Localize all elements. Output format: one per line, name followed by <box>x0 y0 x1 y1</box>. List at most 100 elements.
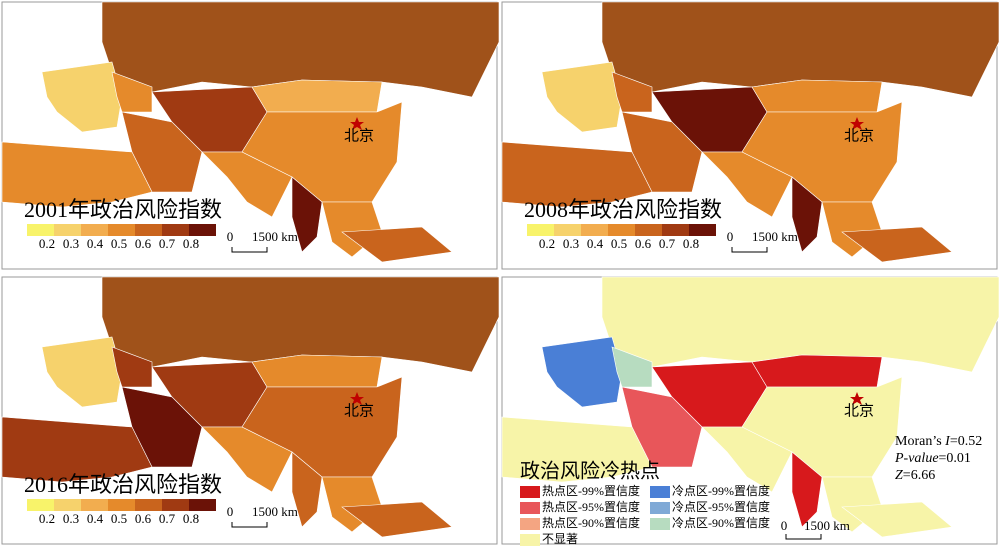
scale-bar <box>231 522 268 528</box>
scale-zero: 0 <box>227 504 234 519</box>
country <box>841 501 953 538</box>
country <box>541 61 623 133</box>
legend-tick-label: 0.6 <box>635 236 652 251</box>
legend-tick-label: 0.3 <box>63 511 79 526</box>
legend-swatch <box>27 224 54 236</box>
stat-value: =0.01 <box>939 451 971 466</box>
legend-swatch <box>135 499 162 511</box>
stat-symbol: I <box>944 434 951 449</box>
legend-swatch <box>650 486 670 498</box>
legend-swatch <box>81 499 108 511</box>
legend-tick-label: 0.3 <box>563 236 579 251</box>
legend-tick-label: 0.8 <box>683 236 699 251</box>
country <box>41 61 123 133</box>
country <box>501 141 653 208</box>
country <box>701 426 793 493</box>
legend-swatch <box>650 518 670 530</box>
legend-swatch <box>650 502 670 514</box>
legend-swatch <box>608 224 635 236</box>
legend-swatch <box>81 224 108 236</box>
legend-swatch <box>108 224 135 236</box>
legend-label: 热点区-99%置信度 <box>542 483 640 498</box>
country <box>751 354 883 388</box>
legend-swatch <box>162 224 189 236</box>
country <box>291 176 323 253</box>
map-panel: 北京 2001年政治风险指数 0.2 0.3 0.4 0.5 0.6 0.7 0.8 0 1500 … <box>1 1 500 270</box>
legend-swatch <box>527 224 554 236</box>
legend-label: 冷点区-90%置信度 <box>672 515 770 530</box>
country <box>1 416 153 483</box>
country <box>701 151 793 218</box>
legend-tick-label: 0.4 <box>87 511 104 526</box>
legend-label: 热点区-95%置信度 <box>542 499 640 514</box>
legend-tick-label: 0.7 <box>659 236 676 251</box>
country <box>1 141 153 208</box>
legend-tick-label: 0.2 <box>39 236 55 251</box>
panel-title: 政治风险冷热点 <box>520 460 660 483</box>
legend-swatch <box>520 534 540 546</box>
country <box>251 354 383 388</box>
legend-tick-label: 0.6 <box>135 236 152 251</box>
legend-label: 热点区-90%置信度 <box>542 515 640 530</box>
scale-length: 1500 km <box>752 229 798 244</box>
country <box>841 226 953 263</box>
beijing-star <box>350 117 364 130</box>
map-panel: 北京 2016年政治风险指数 0.2 0.3 0.4 0.5 0.6 0.7 0.8 0 1500 … <box>1 276 500 545</box>
legend-tick-label: 0.5 <box>111 511 127 526</box>
scale-length: 1500 km <box>804 518 850 533</box>
legend-tick-label: 0.6 <box>135 511 152 526</box>
stat-value: =6.66 <box>903 468 935 483</box>
legend-swatch <box>635 224 662 236</box>
panel-title: 2001年政治风险指数 <box>24 197 222 222</box>
legend-label: 冷点区-99%置信度 <box>672 483 770 498</box>
beijing-star <box>350 392 364 405</box>
legend-swatch <box>520 518 540 530</box>
legend-swatch <box>662 224 689 236</box>
legend-swatch <box>189 499 216 511</box>
scale-zero: 0 <box>227 229 234 244</box>
country <box>791 176 823 253</box>
country <box>111 346 153 388</box>
legend-tick-label: 0.5 <box>111 236 127 251</box>
country <box>111 71 153 113</box>
country <box>251 79 383 113</box>
country <box>611 346 653 388</box>
legend-swatch <box>135 224 162 236</box>
city-label: 北京 <box>844 127 874 144</box>
legend-tick-label: 0.5 <box>611 236 627 251</box>
scale-zero: 0 <box>781 518 788 533</box>
country <box>791 451 823 528</box>
country <box>291 451 323 528</box>
legend-swatch <box>54 224 81 236</box>
statistic: Z=6.66 <box>895 468 935 483</box>
stat-symbol: Z <box>895 468 903 483</box>
scale-bar <box>785 534 822 540</box>
country <box>751 79 883 113</box>
beijing-star <box>850 117 864 130</box>
legend-tick-label: 0.4 <box>587 236 604 251</box>
scale-length: 1500 km <box>252 504 298 519</box>
city-label: 北京 <box>344 402 374 419</box>
country <box>341 501 453 538</box>
legend-swatch <box>520 486 540 498</box>
legend-swatch <box>689 224 716 236</box>
scale-bar <box>231 247 268 253</box>
beijing-star <box>850 392 864 405</box>
country <box>201 426 293 493</box>
legend-swatch <box>520 502 540 514</box>
legend-tick-label: 0.8 <box>183 511 199 526</box>
map-panel: 北京 2008年政治风险指数 0.2 0.3 0.4 0.5 0.6 0.7 0.8 0 1500 … <box>501 1 1000 270</box>
legend-tick-label: 0.7 <box>159 511 176 526</box>
legend-tick-label: 0.4 <box>87 236 104 251</box>
country <box>201 151 293 218</box>
legend-swatch <box>189 224 216 236</box>
city-label: 北京 <box>344 127 374 144</box>
legend-swatch <box>581 224 608 236</box>
stat-symbol: P-value <box>894 451 939 466</box>
legend-tick-label: 0.2 <box>39 511 55 526</box>
legend-tick-label: 0.3 <box>63 236 79 251</box>
country <box>501 416 653 483</box>
country <box>341 226 453 263</box>
legend-swatch <box>27 499 54 511</box>
